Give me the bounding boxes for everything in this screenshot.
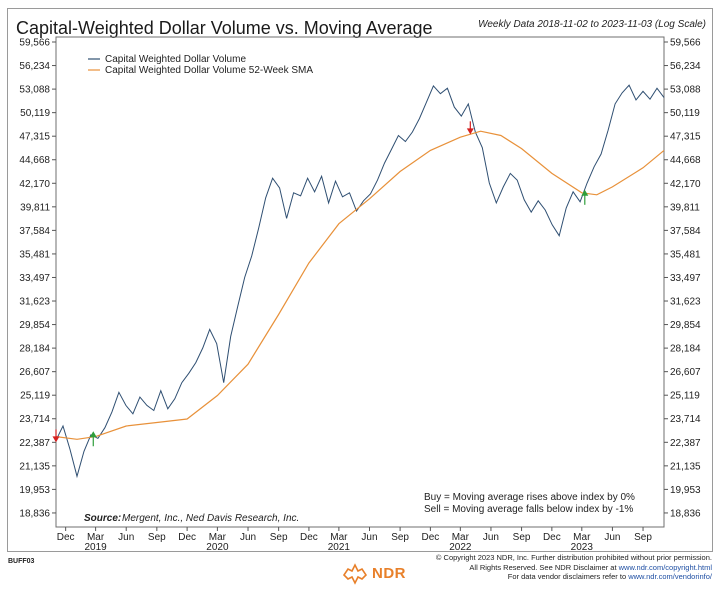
y-tick-label-right: 29,854 (670, 320, 701, 331)
legend-label: Capital Weighted Dollar Volume (105, 54, 246, 65)
rights-line: All Rights Reserved. See NDR Disclaimer … (469, 562, 712, 572)
x-tick-label: Dec (421, 532, 439, 543)
y-tick-label-left: 53,088 (19, 85, 50, 96)
y-tick-label-right: 19,953 (670, 485, 701, 496)
y-tick-label-right: 44,668 (670, 155, 701, 166)
y-tick-label-left: 37,584 (19, 226, 50, 237)
y-tick-label-left: 29,854 (19, 320, 50, 331)
y-tick-label-left: 22,387 (19, 438, 50, 449)
y-tick-label-right: 22,387 (670, 438, 701, 449)
sell-signal-arrow (466, 128, 474, 135)
y-tick-label-left: 33,497 (19, 273, 50, 284)
copyright-footer: © Copyright 2023 NDR, Inc. Further distr… (292, 553, 712, 582)
y-tick-label-right: 47,315 (670, 132, 701, 143)
logo-text: NDR (372, 564, 406, 582)
y-tick-label-left: 26,607 (19, 367, 50, 378)
y-tick-label-left: 42,170 (19, 179, 50, 190)
y-tick-label-left: 50,119 (20, 108, 50, 119)
x-tick-label: Sep (634, 532, 652, 543)
y-tick-label-right: 23,714 (670, 414, 701, 425)
y-tick-label-left: 44,668 (19, 155, 50, 166)
x-tick-label: Sep (148, 532, 166, 543)
x-tick-label: Jun (604, 532, 620, 543)
ndr-logo: NDR (342, 560, 406, 586)
vendor-info-link[interactable]: www.ndr.com/vendorinfo/ (628, 572, 712, 581)
x-tick-label: Jun (361, 532, 377, 543)
y-tick-label-left: 18,836 (19, 508, 50, 519)
signal-note: Sell = Moving average falls below index … (424, 504, 633, 515)
y-tick-label-left: 47,315 (19, 132, 50, 143)
x-tick-label: Sep (391, 532, 409, 543)
buy-signal-arrow (581, 189, 589, 196)
y-tick-label-right: 59,566 (670, 38, 701, 49)
y-tick-label-left: 35,481 (19, 249, 50, 260)
y-tick-label-right: 37,584 (670, 226, 701, 237)
y-tick-label-right: 42,170 (670, 179, 701, 190)
chart-title: Capital-Weighted Dollar Volume vs. Movin… (16, 18, 433, 38)
y-tick-label-right: 53,088 (670, 85, 701, 96)
x-year-label: 2021 (328, 542, 351, 553)
chart-subtitle: Weekly Data 2018-11-02 to 2023-11-03 (Lo… (478, 19, 706, 30)
y-tick-label-right: 50,119 (670, 108, 700, 119)
x-tick-label: Jun (240, 532, 256, 543)
y-tick-label-left: 56,234 (19, 61, 50, 72)
y-tick-label-right: 18,836 (670, 508, 701, 519)
source-text: Mergent, Inc., Ned Davis Research, Inc. (122, 513, 299, 524)
bull-bear-icon (342, 563, 368, 585)
document-id: BUFF03 (8, 558, 35, 565)
y-tick-label-right: 21,135 (670, 461, 701, 472)
x-tick-label: Dec (57, 532, 75, 543)
x-tick-label: Mar (87, 532, 105, 543)
y-tick-label-left: 31,623 (19, 297, 50, 308)
y-tick-label-right: 28,184 (670, 344, 701, 355)
copyright-line: © Copyright 2023 NDR, Inc. Further distr… (435, 553, 712, 562)
y-tick-label-right: 25,119 (670, 391, 700, 402)
y-tick-label-left: 23,714 (19, 414, 50, 425)
y-tick-label-left: 19,953 (19, 485, 50, 496)
buy-signal-arrow (89, 431, 97, 438)
y-tick-label-left: 21,135 (19, 461, 50, 472)
x-tick-label: Sep (270, 532, 288, 543)
legend-label: Capital Weighted Dollar Volume 52-Week S… (105, 65, 313, 76)
x-tick-label: Dec (543, 532, 561, 543)
y-tick-label-right: 56,234 (670, 61, 701, 72)
x-year-label: 2023 (571, 542, 594, 553)
x-year-label: 2019 (84, 542, 107, 553)
x-year-label: 2020 (206, 542, 229, 553)
y-tick-label-right: 35,481 (670, 249, 701, 260)
dollar-volume-line (55, 84, 665, 479)
x-tick-label: Mar (209, 532, 227, 543)
x-tick-label: Mar (452, 532, 470, 543)
x-tick-label: Dec (178, 532, 196, 543)
x-year-label: 2022 (449, 542, 472, 553)
y-tick-label-right: 39,811 (670, 202, 700, 213)
y-tick-label-right: 31,623 (670, 297, 701, 308)
chart-frame (7, 8, 713, 552)
y-tick-label-left: 25,119 (20, 391, 50, 402)
vendor-line: For data vendor disclaimers refer to www… (507, 572, 712, 581)
x-tick-label: Jun (118, 532, 134, 543)
plot-area (55, 36, 665, 528)
x-tick-label: Dec (300, 532, 318, 543)
y-tick-label-right: 26,607 (670, 367, 701, 378)
y-tick-label-left: 39,811 (20, 202, 50, 213)
x-tick-label: Sep (513, 532, 531, 543)
signal-note: Buy = Moving average rises above index b… (424, 492, 635, 503)
source-label: Source: (84, 513, 121, 524)
copyright-link[interactable]: www.ndr.com/copyright.html (618, 562, 712, 572)
x-tick-label: Mar (330, 532, 348, 543)
y-tick-label-right: 33,497 (670, 273, 701, 284)
x-tick-label: Jun (483, 532, 499, 543)
y-tick-label-left: 28,184 (19, 344, 50, 355)
y-tick-label-left: 59,566 (19, 38, 50, 49)
sma-line (55, 130, 665, 440)
x-tick-label: Mar (573, 532, 591, 543)
sell-signal-arrow (52, 436, 60, 443)
